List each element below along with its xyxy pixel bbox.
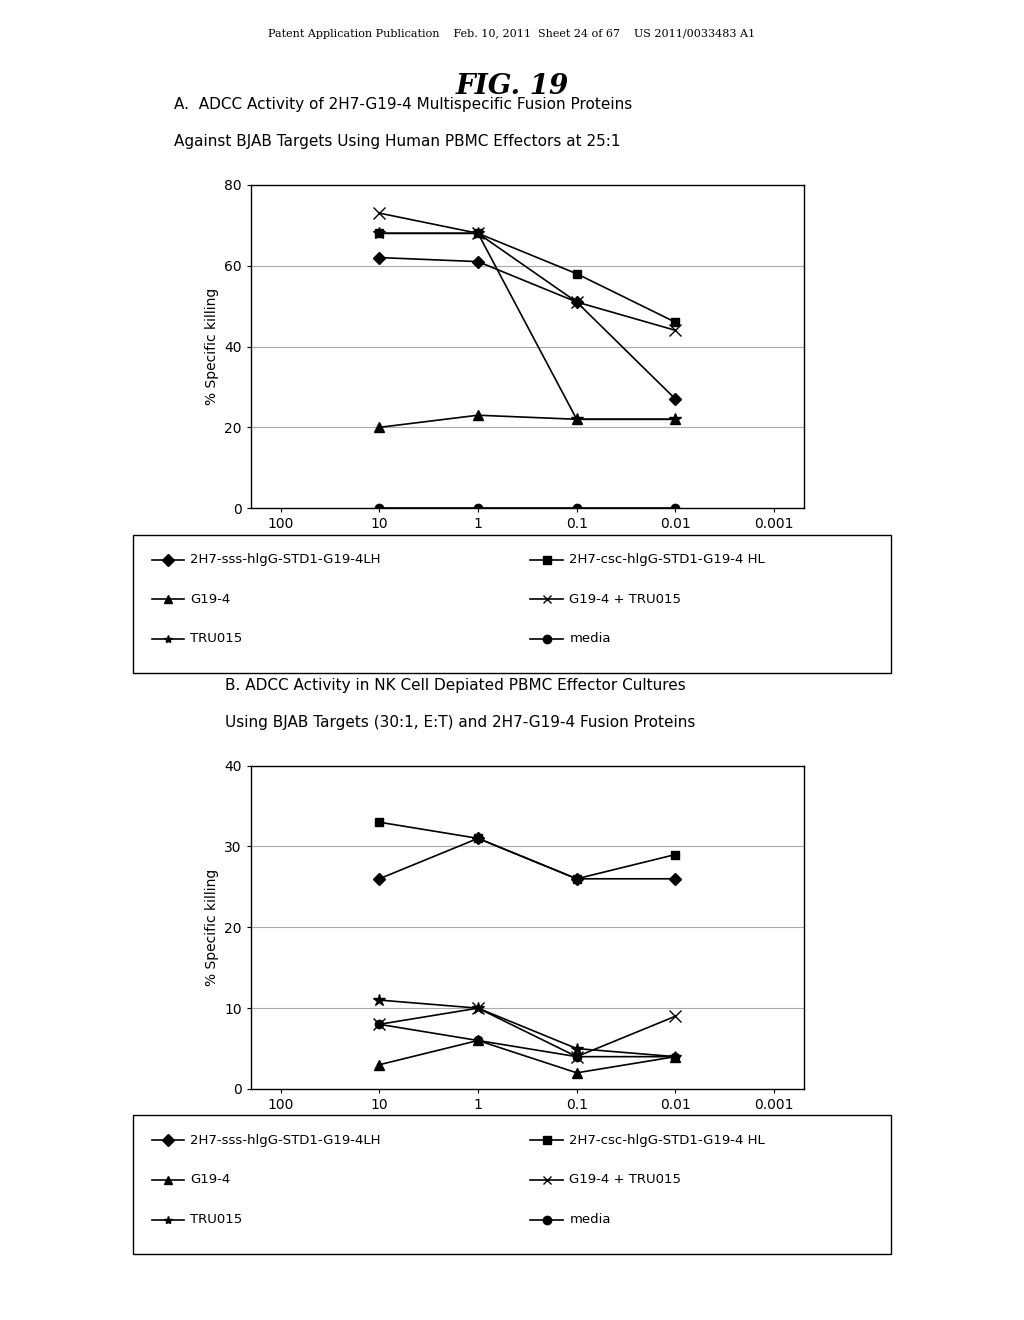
Text: 2H7-csc-hlgG-STD1-G19-4 HL: 2H7-csc-hlgG-STD1-G19-4 HL <box>569 553 765 566</box>
Text: 2H7-sss-hlgG-STD1-G19-4LH: 2H7-sss-hlgG-STD1-G19-4LH <box>190 553 381 566</box>
Text: 2H7-csc-hlgG-STD1-G19-4 HL: 2H7-csc-hlgG-STD1-G19-4 HL <box>569 1134 765 1147</box>
X-axis label: CONCENTRATION (ug/mL): CONCENTRATION (ug/mL) <box>438 1118 616 1131</box>
Text: A.  ADCC Activity of 2H7-G19-4 Multispecific Fusion Proteins: A. ADCC Activity of 2H7-G19-4 Multispeci… <box>174 98 633 112</box>
Text: Patent Application Publication    Feb. 10, 2011  Sheet 24 of 67    US 2011/00334: Patent Application Publication Feb. 10, … <box>268 29 756 40</box>
Text: 2H7-sss-hlgG-STD1-G19-4LH: 2H7-sss-hlgG-STD1-G19-4LH <box>190 1134 381 1147</box>
Text: G19-4 + TRU015: G19-4 + TRU015 <box>569 593 681 606</box>
Text: B. ADCC Activity in NK Cell Depiated PBMC Effector Cultures: B. ADCC Activity in NK Cell Depiated PBM… <box>225 678 686 693</box>
X-axis label: CONCENTRATION (ug/mL): CONCENTRATION (ug/mL) <box>438 537 616 550</box>
Text: G19-4: G19-4 <box>190 593 230 606</box>
Text: G19-4 + TRU015: G19-4 + TRU015 <box>569 1173 681 1187</box>
Text: Using BJAB Targets (30:1, E:T) and 2H7-G19-4 Fusion Proteins: Using BJAB Targets (30:1, E:T) and 2H7-G… <box>225 715 695 730</box>
Y-axis label: % Specific killing: % Specific killing <box>205 869 219 986</box>
Text: media: media <box>569 632 611 645</box>
Text: G19-4: G19-4 <box>190 1173 230 1187</box>
Text: FIG. 19: FIG. 19 <box>456 73 568 99</box>
Text: media: media <box>569 1213 611 1226</box>
Text: Against BJAB Targets Using Human PBMC Effectors at 25:1: Against BJAB Targets Using Human PBMC Ef… <box>174 135 621 149</box>
Text: TRU015: TRU015 <box>190 632 243 645</box>
Y-axis label: % Specific killing: % Specific killing <box>205 288 219 405</box>
Text: TRU015: TRU015 <box>190 1213 243 1226</box>
